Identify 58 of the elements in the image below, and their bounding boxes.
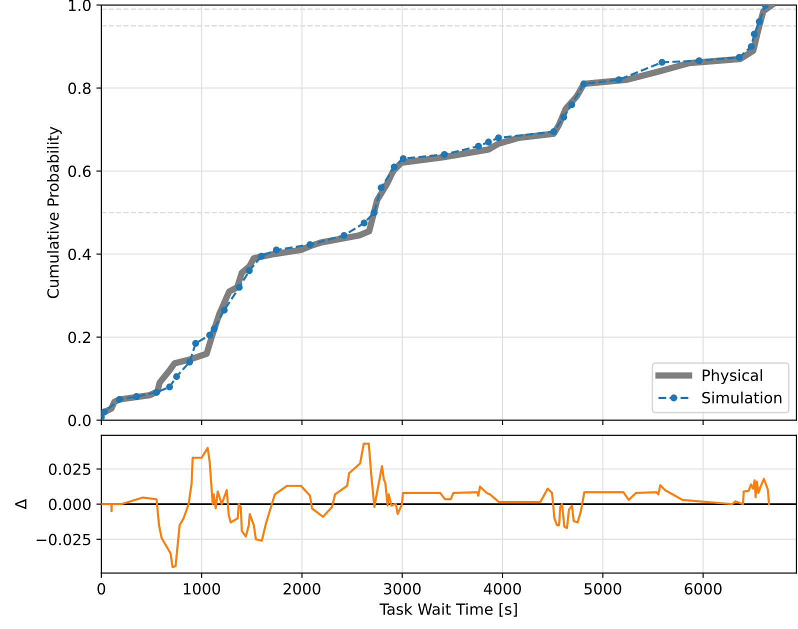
point (220, 306, 228, 314)
point (210, 325, 218, 332)
point (748, 43, 755, 50)
point (258, 252, 265, 260)
y-tick-label: −0.025 (36, 534, 90, 546)
point (306, 241, 314, 248)
point (440, 151, 448, 158)
legend-label: Simulation (702, 392, 782, 404)
legend-label: Physical (702, 369, 762, 384)
point (272, 246, 280, 254)
y-tick-label: 0.2 (68, 332, 90, 344)
point (400, 155, 407, 162)
point (340, 232, 348, 239)
point (550, 128, 558, 136)
point (378, 184, 385, 192)
x-tick-label: 4000 (484, 583, 521, 595)
y-axis-title: Δ (15, 499, 26, 510)
point (370, 209, 378, 216)
point (658, 58, 666, 66)
x-tick-label: 2000 (284, 583, 320, 595)
x-tick-label: 0 (97, 583, 106, 595)
point (474, 142, 482, 150)
point (390, 163, 398, 170)
point (186, 358, 194, 366)
point (750, 30, 758, 38)
point (696, 57, 703, 64)
x-axis-title: Task Wait Time [s] (380, 603, 517, 617)
point (246, 267, 253, 274)
y-tick-label: 0.8 (68, 82, 91, 94)
point (236, 284, 243, 291)
point (495, 134, 502, 142)
point (166, 383, 174, 390)
x-tick-label: 3000 (384, 583, 421, 595)
point (132, 393, 140, 400)
point (615, 76, 622, 84)
y-tick-label: 0.4 (68, 248, 91, 260)
x-tick-label: 1000 (184, 583, 220, 595)
x-tick-label: 6000 (684, 583, 722, 595)
point (153, 388, 160, 396)
point (101, 408, 108, 416)
point (116, 396, 123, 403)
line-series (101, 442, 770, 568)
y-tick-label: 0.025 (48, 463, 90, 476)
y-tick-label: 0.0 (68, 414, 91, 426)
point (568, 101, 576, 108)
y-tick-label: 0.000 (48, 498, 91, 510)
x-tick-label: 5000 (584, 583, 622, 595)
point (736, 54, 743, 61)
point (206, 332, 214, 339)
point (560, 114, 568, 121)
point (192, 340, 200, 347)
point (173, 373, 180, 380)
y-axis-title: Cumulative Probability (46, 126, 62, 298)
point (580, 80, 588, 88)
y-tick-label: 0.6 (68, 166, 91, 178)
point (360, 220, 368, 226)
point (756, 18, 763, 26)
point (485, 138, 492, 146)
